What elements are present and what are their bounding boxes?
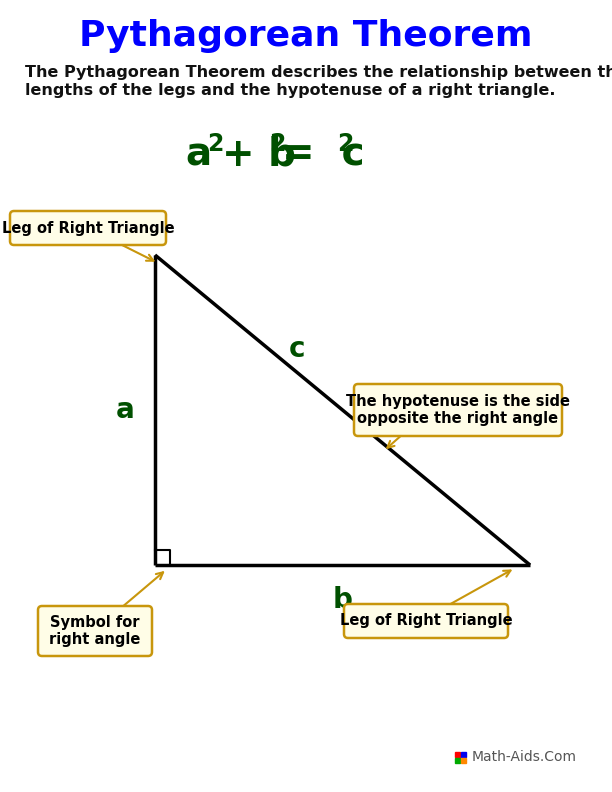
Text: Pythagorean Theorem: Pythagorean Theorem bbox=[79, 19, 533, 53]
Bar bbox=[461, 758, 466, 763]
Text: 2: 2 bbox=[269, 132, 285, 156]
Bar bbox=[461, 752, 466, 757]
FancyBboxPatch shape bbox=[38, 606, 152, 656]
Text: 2: 2 bbox=[207, 132, 223, 156]
Text: The Pythagorean Theorem describes the relationship between the: The Pythagorean Theorem describes the re… bbox=[25, 64, 612, 79]
Text: lengths of the legs and the hypotenuse of a right triangle.: lengths of the legs and the hypotenuse o… bbox=[25, 83, 556, 98]
FancyBboxPatch shape bbox=[354, 384, 562, 436]
Text: 2: 2 bbox=[337, 132, 353, 156]
Text: c: c bbox=[288, 335, 305, 364]
Text: b: b bbox=[332, 586, 353, 614]
Text: =  c: = c bbox=[282, 136, 365, 174]
Text: Math-Aids.Com: Math-Aids.Com bbox=[472, 750, 577, 764]
Text: + b: + b bbox=[222, 136, 296, 174]
Text: The hypotenuse is the side
opposite the right angle: The hypotenuse is the side opposite the … bbox=[346, 394, 570, 426]
Text: a: a bbox=[116, 396, 135, 424]
FancyBboxPatch shape bbox=[10, 211, 166, 245]
Text: Symbol for
right angle: Symbol for right angle bbox=[50, 615, 141, 647]
Text: Leg of Right Triangle: Leg of Right Triangle bbox=[2, 220, 174, 235]
Bar bbox=[455, 758, 460, 763]
Bar bbox=[455, 752, 460, 757]
FancyBboxPatch shape bbox=[344, 604, 508, 638]
Text: Leg of Right Triangle: Leg of Right Triangle bbox=[340, 614, 512, 629]
Text: a: a bbox=[185, 136, 211, 174]
